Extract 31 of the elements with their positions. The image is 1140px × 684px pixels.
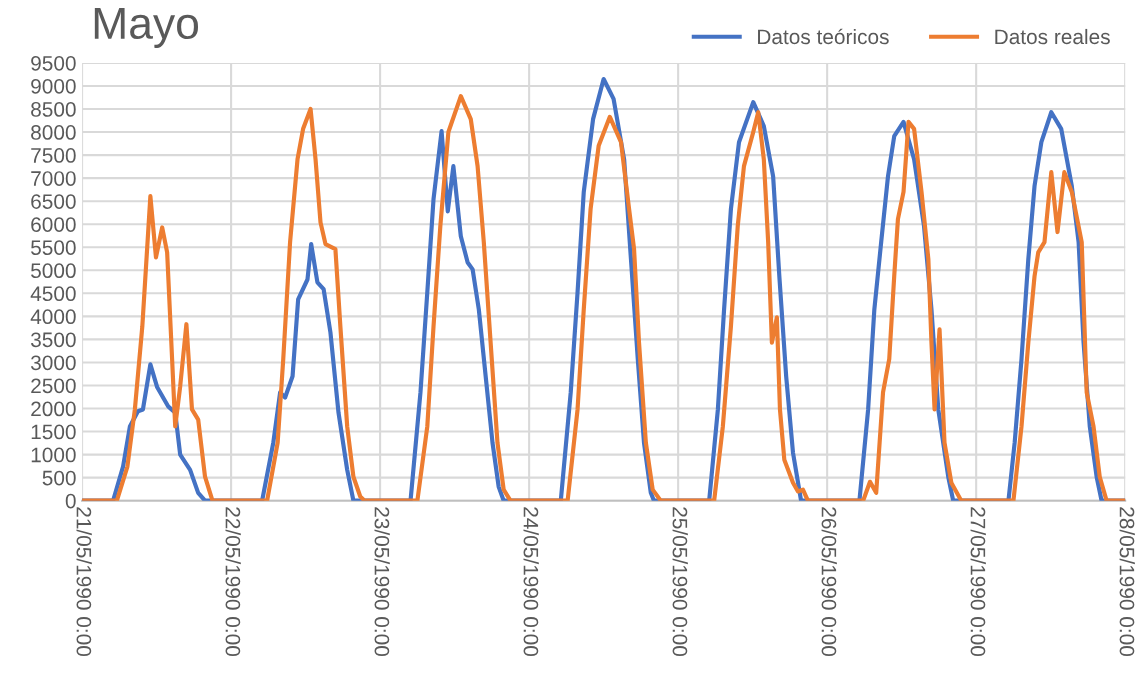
- x-tick-label: 24/05/1990 0:00: [523, 507, 539, 657]
- y-tick-label: 5000: [31, 263, 76, 279]
- y-tick-label: 9000: [31, 78, 76, 94]
- y-tick-label: 4000: [30, 309, 76, 325]
- y-tick-label: 7000: [31, 171, 76, 186]
- x-tick-label: 22/05/1990 0:00: [225, 507, 241, 657]
- y-tick-label: 6500: [31, 194, 76, 209]
- y-tick-label: 3500: [30, 332, 76, 348]
- y-tick-label: 500: [42, 470, 76, 486]
- x-tick-label: 28/05/1990 0:00: [1119, 507, 1135, 657]
- y-tick-label: 0: [65, 493, 76, 509]
- y-tick-label: 8500: [31, 102, 76, 117]
- x-tick-label: 26/05/1990 0:00: [821, 507, 837, 657]
- y-tick-label: 2000: [31, 401, 76, 417]
- y-tick-label: 9500: [31, 55, 76, 71]
- y-tick-label: 4500: [30, 286, 76, 302]
- chart-title: Mayo: [94, 8, 199, 48]
- y-tick-label: 1000: [31, 447, 76, 463]
- y-tick-label: 3000: [30, 355, 76, 371]
- y-tick-label: 5500: [31, 240, 76, 255]
- y-tick-label: 1500: [31, 424, 76, 440]
- legend-label: Datos teóricos: [758, 28, 889, 45]
- y-tick-label: 7500: [31, 148, 76, 163]
- x-tick-label: 21/05/1990 0:00: [76, 507, 92, 657]
- x-tick-label: 27/05/1990 0:00: [970, 507, 986, 657]
- x-tick-label: 25/05/1990 0:00: [672, 507, 688, 657]
- legend-label: Datos reales: [995, 28, 1110, 45]
- x-tick-label: 23/05/1990 0:00: [374, 507, 390, 657]
- y-tick-label: 8000: [31, 125, 76, 140]
- y-tick-label: 6000: [31, 217, 76, 232]
- y-tick-label: 2500: [31, 378, 76, 394]
